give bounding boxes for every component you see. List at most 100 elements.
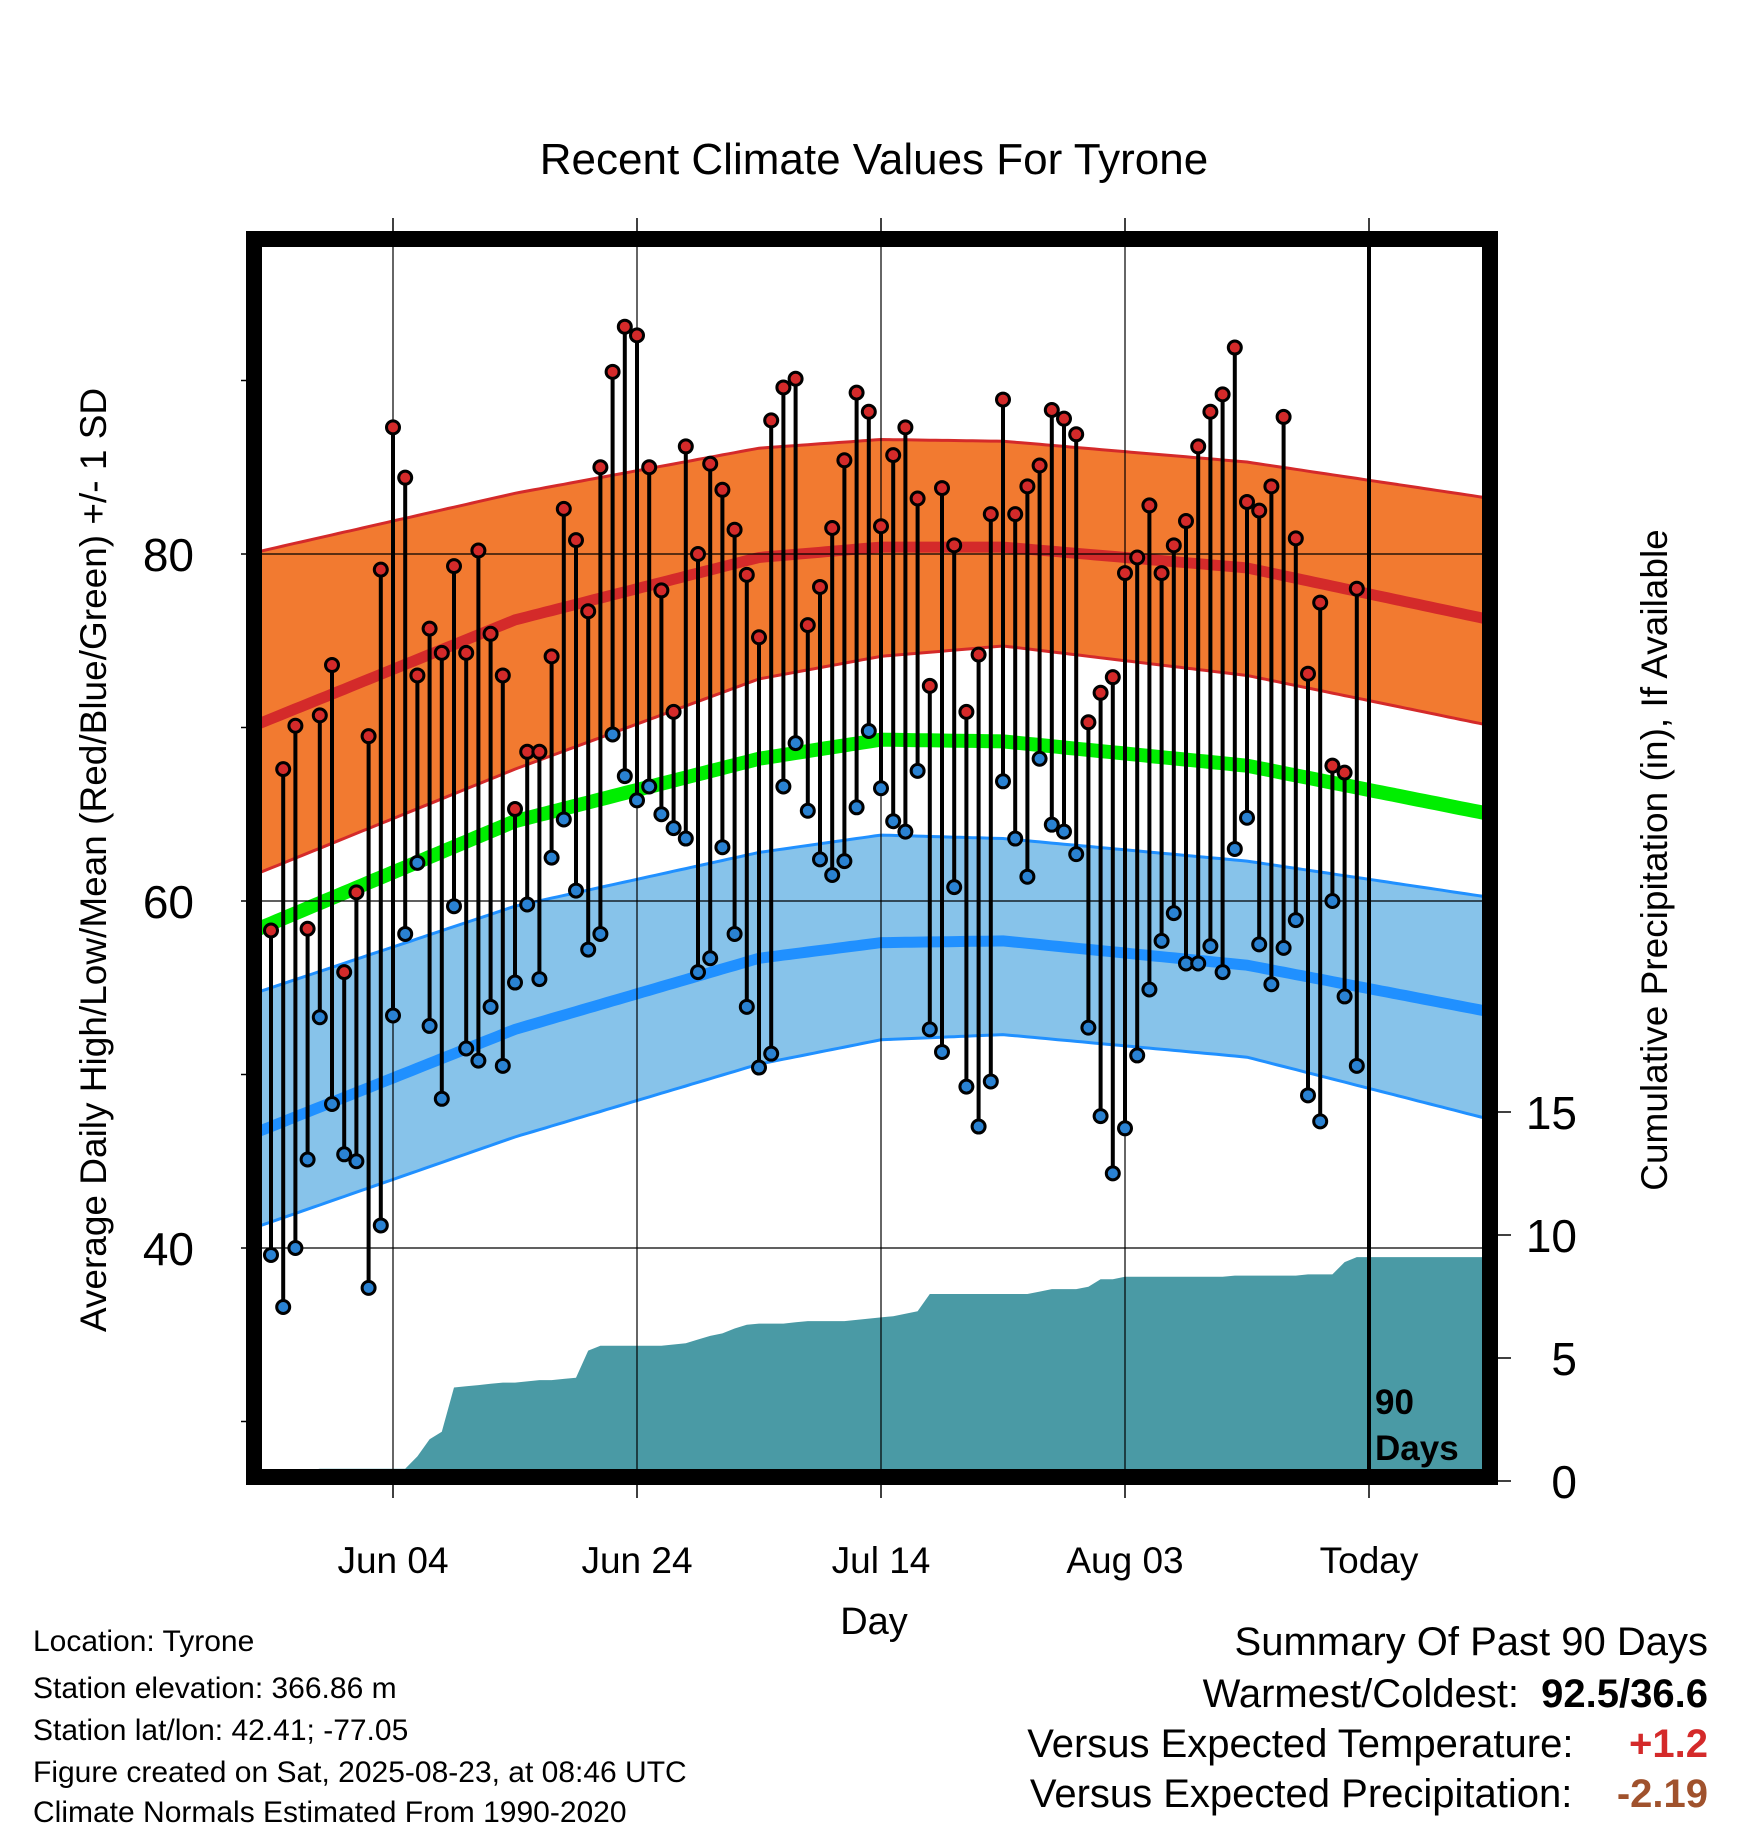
low-point — [751, 1059, 767, 1076]
high-point — [1104, 669, 1121, 686]
low-point — [726, 925, 743, 942]
high-point — [1190, 438, 1207, 455]
high-point — [494, 667, 511, 684]
low-point — [629, 792, 645, 809]
low-point — [1226, 840, 1243, 857]
low-point — [787, 735, 804, 752]
high-point — [934, 480, 950, 497]
low-point — [714, 839, 731, 856]
low-point — [1141, 981, 1158, 998]
y2-tick-label-0: 0 — [1551, 1456, 1577, 1508]
temp-label: Versus Expected Temperature: — [1027, 1722, 1574, 1766]
low-point — [1080, 1019, 1097, 1036]
high-point — [702, 455, 719, 472]
high-lower-line — [262, 644, 1482, 874]
high-point — [336, 964, 353, 981]
high-point — [763, 412, 780, 429]
low-point — [1214, 964, 1231, 981]
high-point — [1092, 684, 1109, 701]
low-point — [616, 768, 633, 785]
high-point — [824, 519, 841, 536]
low-point — [397, 925, 414, 942]
low-point — [653, 806, 670, 823]
high-point — [665, 703, 682, 720]
low-point — [1348, 1057, 1365, 1074]
high-point — [263, 922, 279, 939]
low-point — [311, 1009, 328, 1026]
high-point — [787, 370, 804, 387]
low-point — [665, 820, 682, 837]
low-point — [909, 762, 926, 779]
summary-precip-row: Versus Expected Precipitation: -2.19 — [1030, 1772, 1708, 1817]
low-point — [848, 799, 865, 816]
low-point — [1190, 955, 1207, 972]
low-point — [641, 778, 658, 795]
high-point — [1312, 594, 1329, 611]
high-point — [275, 761, 292, 778]
low-point — [1239, 809, 1255, 826]
high-point — [1068, 426, 1085, 443]
low-point — [1129, 1047, 1146, 1064]
high-point — [1019, 478, 1036, 495]
high-point — [421, 620, 438, 637]
high-point — [360, 728, 377, 745]
low-point — [494, 1057, 511, 1074]
low-point — [1153, 932, 1170, 949]
high-point — [1141, 497, 1158, 514]
high-point — [543, 648, 560, 665]
high-point — [1031, 457, 1048, 474]
high-point — [592, 459, 609, 476]
high-point — [690, 546, 706, 562]
low-point — [433, 1090, 450, 1107]
high-point — [372, 561, 389, 578]
low-point — [946, 879, 963, 896]
high-point — [1324, 757, 1341, 774]
high-point — [555, 500, 572, 517]
high-point — [1263, 478, 1280, 495]
high-point — [385, 419, 401, 436]
low-point — [372, 1217, 389, 1234]
latlon-text: Station lat/lon: 42.41; -77.05 — [33, 1714, 409, 1747]
high-point — [1287, 530, 1304, 547]
high-point — [324, 657, 340, 674]
high-point — [507, 801, 523, 818]
high-point — [604, 363, 621, 380]
low-point — [275, 1298, 292, 1315]
low-point — [1275, 939, 1292, 956]
y2-axis-label: Cumulative Precipitation (in), If Availa… — [1634, 529, 1675, 1191]
low-point — [507, 974, 523, 991]
y-tick-label-80: 80 — [143, 529, 194, 581]
elevation-text: Station elevation: 366.86 m — [33, 1672, 397, 1705]
high-point — [629, 327, 645, 344]
low-point — [421, 1017, 438, 1034]
x-axis-label: Day — [840, 1601, 908, 1643]
high-point — [848, 384, 865, 401]
high-point — [1202, 403, 1219, 420]
low-point — [1165, 905, 1182, 922]
high-point — [995, 391, 1011, 408]
low-point — [958, 1078, 975, 1095]
high-point — [616, 318, 633, 335]
y2-tick-label-10: 10 — [1526, 1210, 1577, 1262]
low-point — [934, 1043, 950, 1060]
chart-title: Recent Climate Values For Tyrone — [540, 135, 1208, 184]
high-point — [1300, 665, 1316, 682]
high-point — [458, 644, 475, 661]
high-point — [348, 884, 365, 901]
high-point — [299, 920, 316, 937]
low-point — [1117, 1120, 1133, 1137]
high-point — [1336, 764, 1353, 781]
low-point — [409, 854, 426, 871]
low-point — [287, 1240, 304, 1256]
high-point — [446, 558, 462, 575]
low-point — [799, 802, 816, 819]
y2-tick-label-15: 15 — [1526, 1087, 1577, 1139]
high-point — [1056, 410, 1072, 427]
low-point — [1336, 988, 1353, 1005]
low-point — [775, 778, 792, 795]
summary-warmest-row: Warmest/Coldest: 92.5/36.6 — [1203, 1672, 1708, 1717]
today-days-label: 90 — [1375, 1383, 1414, 1422]
low-point — [580, 941, 597, 958]
low-point — [482, 998, 499, 1015]
low-point — [738, 998, 755, 1015]
